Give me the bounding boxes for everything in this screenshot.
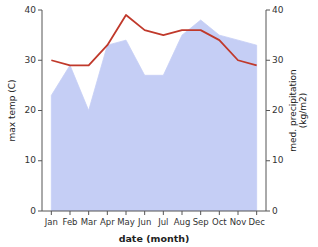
x-tick xyxy=(200,211,201,215)
y2-tick-label: 20 xyxy=(272,105,284,115)
plot-area xyxy=(51,15,256,211)
chart: 0 10 20 30 40 0 10 20 30 40 Jan Feb MarAprMayJun Jul A… xyxy=(0,0,318,247)
y2-tick xyxy=(266,160,270,161)
y2-tick-label: 10 xyxy=(272,155,284,165)
y-tick-label: 20 xyxy=(25,105,37,115)
x-tick xyxy=(163,211,164,215)
x-axis-line xyxy=(42,211,266,212)
x-tick-label: Nov xyxy=(230,217,247,227)
y-tick-label: 30 xyxy=(25,55,37,65)
x-tick-label: Oct xyxy=(212,217,227,227)
y2-tick-label: 0 xyxy=(272,206,278,216)
y2-axis-label: med. precipitation(kg/m2) xyxy=(287,69,308,151)
x-tick-label: Jul xyxy=(157,217,168,227)
y-tick xyxy=(38,60,42,61)
x-tick-label: Dec xyxy=(248,217,265,227)
y2-tick xyxy=(266,10,270,11)
x-tick-label: Mar xyxy=(81,217,98,227)
y2-axis-label-line: med. precipitation xyxy=(287,69,297,151)
y2-tick xyxy=(266,211,270,212)
chart-container: 0 10 20 30 40 0 10 20 30 40 Jan Feb MarAprMayJun Jul A… xyxy=(0,0,318,247)
x-tick xyxy=(219,211,220,215)
x-tick-label: Aug xyxy=(174,217,191,227)
y2-tick-label: 40 xyxy=(272,5,284,15)
x-tick-label: Jan xyxy=(44,217,58,227)
y-tick xyxy=(38,211,42,212)
x-tick xyxy=(88,211,89,215)
x-tick-label: May xyxy=(117,217,135,227)
y-axis-label: max temp (C) xyxy=(7,79,17,141)
x-axis-label: date (month) xyxy=(119,233,190,244)
y2-axis-label-line: (kg/m2) xyxy=(298,93,308,128)
x-tick xyxy=(70,211,71,215)
area xyxy=(51,20,256,211)
y2-tick-label: 30 xyxy=(272,55,284,65)
y-tick-label: 10 xyxy=(25,155,37,165)
x-tick xyxy=(51,211,52,215)
x-tick-label: Jun xyxy=(137,217,151,227)
x-tick xyxy=(256,211,257,215)
x-tick-label: Sep xyxy=(193,217,209,227)
y2-tick xyxy=(266,60,270,61)
x-tick-label: Apr xyxy=(100,217,115,227)
y-tick xyxy=(38,110,42,111)
y2-tick xyxy=(266,110,270,111)
x-tick xyxy=(107,211,108,215)
x-tick-label: Feb xyxy=(62,217,77,227)
y-tick xyxy=(38,160,42,161)
x-tick xyxy=(182,211,183,215)
x-tick xyxy=(238,211,239,215)
line xyxy=(51,15,256,65)
y-tick-label: 0 xyxy=(30,206,36,216)
y-tick xyxy=(38,10,42,11)
y-tick-label: 40 xyxy=(25,5,37,15)
x-tick xyxy=(126,211,127,215)
x-tick xyxy=(144,211,145,215)
